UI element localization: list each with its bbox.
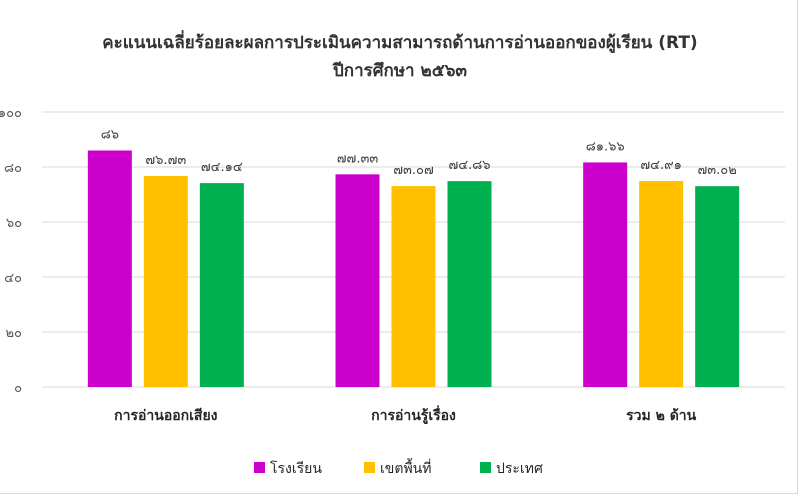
- y-tick-label: ๔๐: [4, 271, 22, 286]
- legend-swatch: [254, 462, 265, 473]
- data-label: ๗๗.๓๓: [337, 151, 379, 166]
- y-tick-label: ๑๐๐: [0, 106, 22, 121]
- y-tick-label: ๖๐: [6, 216, 22, 231]
- legend-label: เขตพื้นที่: [380, 458, 431, 477]
- bar: [639, 180, 684, 387]
- y-tick-label: ๒๐: [5, 326, 22, 341]
- y-tick-label: ๐: [14, 381, 22, 396]
- bar: [447, 181, 492, 387]
- bar: [335, 174, 380, 387]
- chart-subtitle: ปีการศึกษา ๒๕๖๓: [333, 61, 467, 81]
- bar: [143, 175, 188, 387]
- category-labels: การอ่านออกเสียง การอ่านรู้เรื่อง รวม ๒ ด้า…: [114, 405, 696, 424]
- bar: [695, 186, 740, 387]
- legend-label: ประเทศ: [496, 461, 543, 477]
- legend-swatch: [480, 462, 491, 473]
- y-tick-label: ๘๐: [4, 161, 22, 176]
- bar: [87, 150, 132, 387]
- legend: โรงเรียน เขตพื้นที่ ประเทศ: [254, 458, 543, 477]
- data-label: ๘๑.๖๖: [586, 139, 625, 154]
- chart-title: คะแนนเฉลี่ยร้อยละผลการประเมินความสามารถด…: [102, 33, 698, 53]
- bar: [583, 162, 628, 387]
- data-label: ๗๓.๐๒: [698, 163, 737, 178]
- data-label: ๗๓.๐๗: [393, 163, 434, 178]
- legend-swatch: [364, 462, 375, 473]
- data-label: ๗๔.๙๑: [640, 158, 682, 173]
- data-label: ๗๔.๑๔: [201, 160, 243, 175]
- category-label: การอ่านออกเสียง: [114, 408, 218, 424]
- bars: [87, 150, 740, 387]
- bar: [199, 183, 244, 387]
- y-axis-ticks: ๐ ๒๐ ๔๐ ๖๐ ๘๐ ๑๐๐: [0, 106, 22, 396]
- data-label: ๘๖: [101, 128, 119, 143]
- data-label: ๗๖.๗๓: [145, 153, 186, 168]
- bar: [391, 186, 436, 387]
- data-label: ๗๔.๘๖: [448, 158, 490, 173]
- legend-label: โรงเรียน: [270, 460, 322, 477]
- category-label: การอ่านรู้เรื่อง: [371, 405, 456, 424]
- category-label: รวม ๒ ด้าน: [626, 408, 697, 424]
